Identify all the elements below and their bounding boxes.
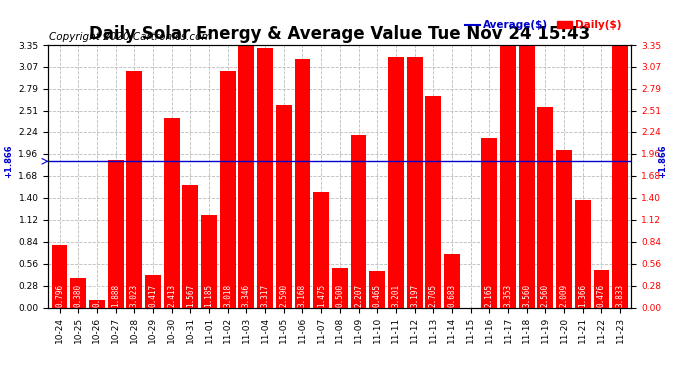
Text: 1.567: 1.567 (186, 284, 195, 307)
Text: 0.465: 0.465 (373, 284, 382, 307)
Text: 3.353: 3.353 (504, 284, 513, 307)
Text: 0.683: 0.683 (447, 284, 457, 307)
Text: 3.317: 3.317 (261, 284, 270, 307)
Bar (276, 105, 292, 308)
Bar (369, 271, 385, 308)
Bar (500, 45, 516, 308)
Bar (52, 245, 68, 308)
Bar (538, 107, 553, 307)
Text: 2.560: 2.560 (541, 284, 550, 307)
Bar (182, 185, 198, 308)
Text: 3.346: 3.346 (242, 284, 251, 307)
Bar (406, 57, 422, 308)
Text: 3.168: 3.168 (298, 284, 307, 307)
Bar (145, 275, 161, 308)
Bar (444, 254, 460, 308)
Bar (164, 118, 179, 308)
Text: 3.833: 3.833 (615, 284, 624, 307)
Bar (108, 159, 124, 308)
Bar (519, 28, 535, 308)
Text: 0.500: 0.500 (335, 284, 344, 307)
Text: +1.866: +1.866 (658, 144, 667, 178)
Text: 3.201: 3.201 (391, 284, 400, 307)
Bar (126, 70, 142, 308)
Bar (556, 150, 572, 308)
Bar (612, 7, 628, 308)
Bar (388, 57, 404, 308)
Text: 1.888: 1.888 (111, 284, 120, 307)
Title: Daily Solar Energy & Average Value Tue Nov 24 15:43: Daily Solar Energy & Average Value Tue N… (89, 26, 591, 44)
Bar (313, 192, 329, 308)
Bar (482, 138, 497, 308)
Bar (89, 300, 105, 307)
Bar (239, 45, 255, 308)
Text: 3.018: 3.018 (223, 284, 233, 307)
Text: 1.366: 1.366 (578, 284, 587, 307)
Text: 2.413: 2.413 (167, 284, 176, 307)
Bar (332, 268, 348, 308)
Text: 0.098: 0.098 (92, 284, 101, 307)
Text: Copyright 2020 Cartronics.com: Copyright 2020 Cartronics.com (50, 32, 212, 42)
Text: 0.476: 0.476 (597, 284, 606, 307)
Text: 2.165: 2.165 (485, 284, 494, 307)
Bar (425, 96, 441, 308)
Text: 1.185: 1.185 (204, 284, 213, 307)
Text: 3.023: 3.023 (130, 284, 139, 307)
Text: 2.590: 2.590 (279, 284, 288, 307)
Text: 3.197: 3.197 (410, 284, 419, 307)
Bar (201, 214, 217, 308)
Text: +1.866: +1.866 (3, 144, 13, 178)
Bar (70, 278, 86, 308)
Bar (593, 270, 609, 308)
Text: 2.705: 2.705 (428, 284, 437, 307)
Text: 0.417: 0.417 (148, 284, 157, 307)
Bar (257, 48, 273, 308)
Bar (575, 201, 591, 308)
Text: 2.009: 2.009 (560, 284, 569, 307)
Bar (219, 71, 236, 308)
Text: 2.207: 2.207 (354, 284, 363, 307)
Text: 3.560: 3.560 (522, 284, 531, 307)
Text: 0.380: 0.380 (74, 284, 83, 307)
Bar (351, 135, 366, 308)
Bar (295, 59, 310, 308)
Text: 0.796: 0.796 (55, 284, 64, 307)
Text: 1.475: 1.475 (317, 284, 326, 307)
Legend: Average($), Daily($): Average($), Daily($) (460, 16, 626, 34)
